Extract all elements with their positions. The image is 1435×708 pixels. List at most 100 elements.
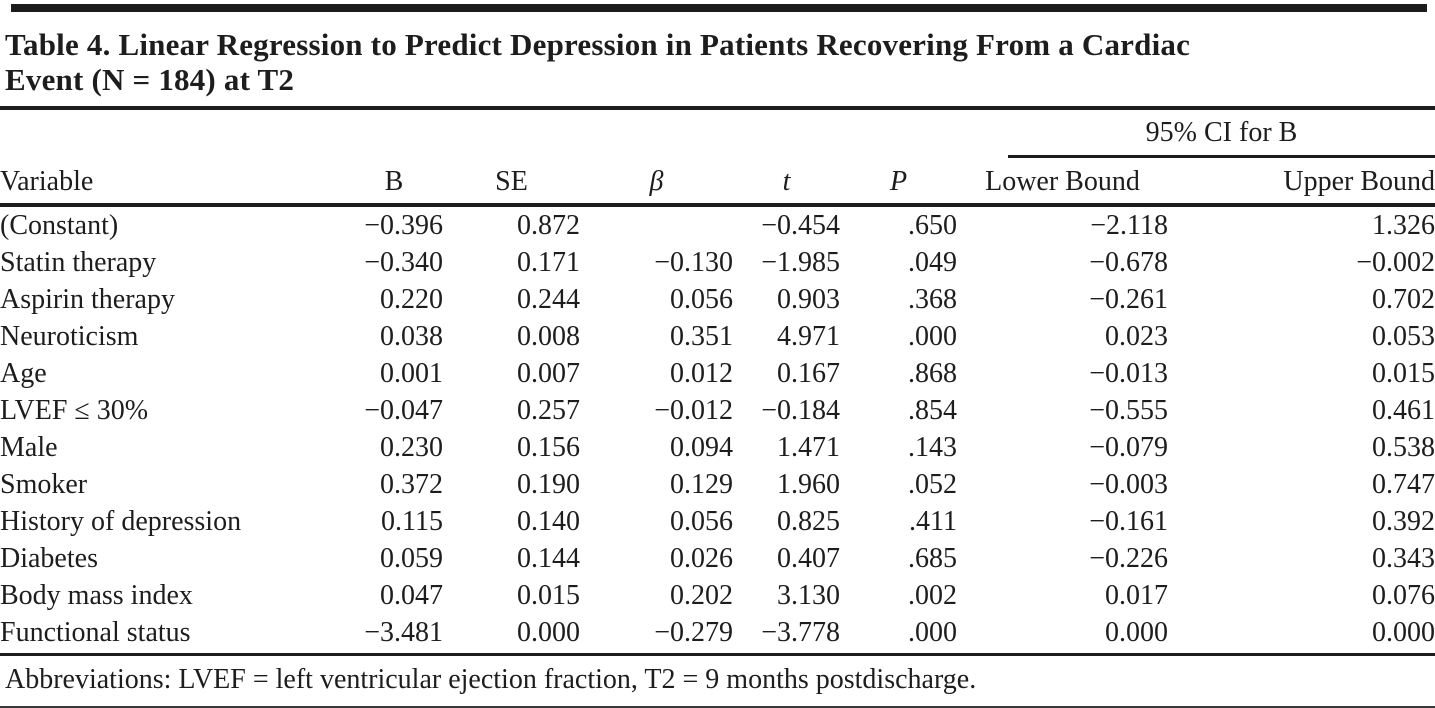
cell-se: 0.171 (517, 246, 580, 278)
cell-p: .368 (908, 283, 957, 315)
page-title: Table 4. Linear Regression to Predict De… (5, 27, 1427, 97)
cell-p: .000 (908, 616, 957, 648)
cell-lower: −0.555 (1089, 394, 1168, 426)
column-header-p: P (840, 158, 957, 207)
cell-lower: −0.013 (1089, 357, 1168, 389)
cell-variable: Body mass index (0, 579, 193, 611)
cell-upper: 0.053 (1372, 320, 1435, 352)
cell-t: 1.960 (777, 468, 840, 500)
cell-beta: 0.056 (670, 283, 733, 315)
cell-lower: −0.261 (1089, 283, 1168, 315)
cell-p: .052 (908, 468, 957, 500)
cell-t: −0.184 (761, 394, 840, 426)
cell-beta: 0.026 (670, 542, 733, 574)
cell-b: 0.230 (380, 431, 443, 463)
cell-variable: Functional status (0, 616, 191, 648)
cell-variable: Smoker (0, 468, 88, 500)
cell-b: 0.059 (380, 542, 443, 574)
column-header-upper-bound: Upper Bound (1168, 158, 1435, 207)
cell-lower: 0.017 (1105, 579, 1168, 611)
cell-lower: 0.023 (1105, 320, 1168, 352)
ci-spanner-label: 95% CI for B (1008, 117, 1435, 158)
cell-upper: −0.002 (1356, 246, 1435, 278)
cell-variable: Statin therapy (0, 246, 157, 278)
page-bottom-rule (0, 706, 1435, 708)
cell-p: .143 (908, 431, 957, 463)
cell-se: 0.257 (517, 394, 580, 426)
cell-b: −0.047 (364, 394, 443, 426)
cell-lower: −0.161 (1089, 505, 1168, 537)
cell-b: −0.396 (364, 209, 443, 241)
cell-lower: −0.678 (1089, 246, 1168, 278)
column-header-t: t (733, 158, 840, 207)
cell-upper: 0.000 (1372, 616, 1435, 648)
table-row: Functional status −3.481 0.000 −0.279 −3… (0, 614, 1435, 651)
table-row: Body mass index 0.047 0.015 0.202 3.130 … (0, 577, 1435, 614)
cell-b: 0.220 (380, 283, 443, 315)
cell-se: 0.156 (517, 431, 580, 463)
table-row: Diabetes 0.059 0.144 0.026 0.407 .685 −0… (0, 540, 1435, 577)
cell-upper: 1.326 (1372, 209, 1435, 241)
column-header-lower-bound: Lower Bound (957, 158, 1168, 207)
cell-variable: History of depression (0, 505, 242, 537)
table-row: Smoker 0.372 0.190 0.129 1.960 .052 −0.0… (0, 466, 1435, 503)
column-header-variable: Variable (0, 158, 345, 207)
table-row: Neuroticism 0.038 0.008 0.351 4.971 .000… (0, 318, 1435, 355)
cell-beta: 0.351 (670, 320, 733, 352)
cell-b: 0.001 (380, 357, 443, 389)
cell-t: 1.471 (777, 431, 840, 463)
column-header-b: B (345, 158, 443, 207)
cell-upper: 0.392 (1372, 505, 1435, 537)
spanner-spacer (0, 110, 957, 158)
column-header-beta: β (580, 158, 733, 207)
cell-p: .000 (908, 320, 957, 352)
table-row: LVEF ≤ 30% −0.047 0.257 −0.012 −0.184 .8… (0, 392, 1435, 429)
cell-b: 0.047 (380, 579, 443, 611)
cell-b: 0.038 (380, 320, 443, 352)
cell-upper: 0.747 (1372, 468, 1435, 500)
cell-upper: 0.076 (1372, 579, 1435, 611)
table-row: Aspirin therapy 0.220 0.244 0.056 0.903 … (0, 281, 1435, 318)
column-header-se: SE (443, 158, 580, 207)
cell-t: 0.903 (777, 283, 840, 315)
cell-b: 0.115 (381, 505, 443, 537)
abbreviations-footnote: Abbreviations: LVEF = left ventricular e… (5, 664, 977, 695)
cell-p: .868 (908, 357, 957, 389)
cell-t: 0.407 (777, 542, 840, 574)
cell-beta (580, 205, 733, 244)
top-rule (11, 4, 1427, 12)
cell-se: 0.190 (517, 468, 580, 500)
cell-beta: −0.012 (654, 394, 733, 426)
cell-beta: 0.012 (670, 357, 733, 389)
title-divider-rule (0, 106, 1435, 110)
ci-spanner-cell: 95% CI for B (957, 110, 1435, 158)
cell-p: .685 (908, 542, 957, 574)
cell-lower: −0.079 (1089, 431, 1168, 463)
cell-variable: Aspirin therapy (0, 283, 175, 315)
cell-upper: 0.461 (1372, 394, 1435, 426)
cell-se: 0.000 (517, 616, 580, 648)
cell-beta: −0.279 (654, 616, 733, 648)
cell-lower: −2.118 (1090, 209, 1168, 241)
cell-se: 0.244 (517, 283, 580, 315)
table-bottom-rule (0, 653, 1435, 656)
cell-upper: 0.538 (1372, 431, 1435, 463)
cell-beta: −0.130 (654, 246, 733, 278)
table-title-line2: Event (N = 184) at T2 (5, 62, 295, 97)
cell-t: −1.985 (761, 246, 840, 278)
cell-beta: 0.056 (670, 505, 733, 537)
cell-lower: −0.226 (1089, 542, 1168, 574)
cell-se: 0.008 (517, 320, 580, 352)
cell-se: 0.144 (517, 542, 580, 574)
table-row: Statin therapy −0.340 0.171 −0.130 −1.98… (0, 244, 1435, 281)
cell-lower: −0.003 (1089, 468, 1168, 500)
cell-t: −0.454 (761, 209, 840, 241)
table-row: Male 0.230 0.156 0.094 1.471 .143 −0.079… (0, 429, 1435, 466)
cell-t: 4.971 (777, 320, 840, 352)
cell-b: 0.372 (380, 468, 443, 500)
cell-variable: Diabetes (0, 542, 98, 574)
table-title-line1: Table 4. Linear Regression to Predict De… (5, 27, 1191, 62)
cell-t: 0.825 (777, 505, 840, 537)
cell-beta: 0.129 (670, 468, 733, 500)
